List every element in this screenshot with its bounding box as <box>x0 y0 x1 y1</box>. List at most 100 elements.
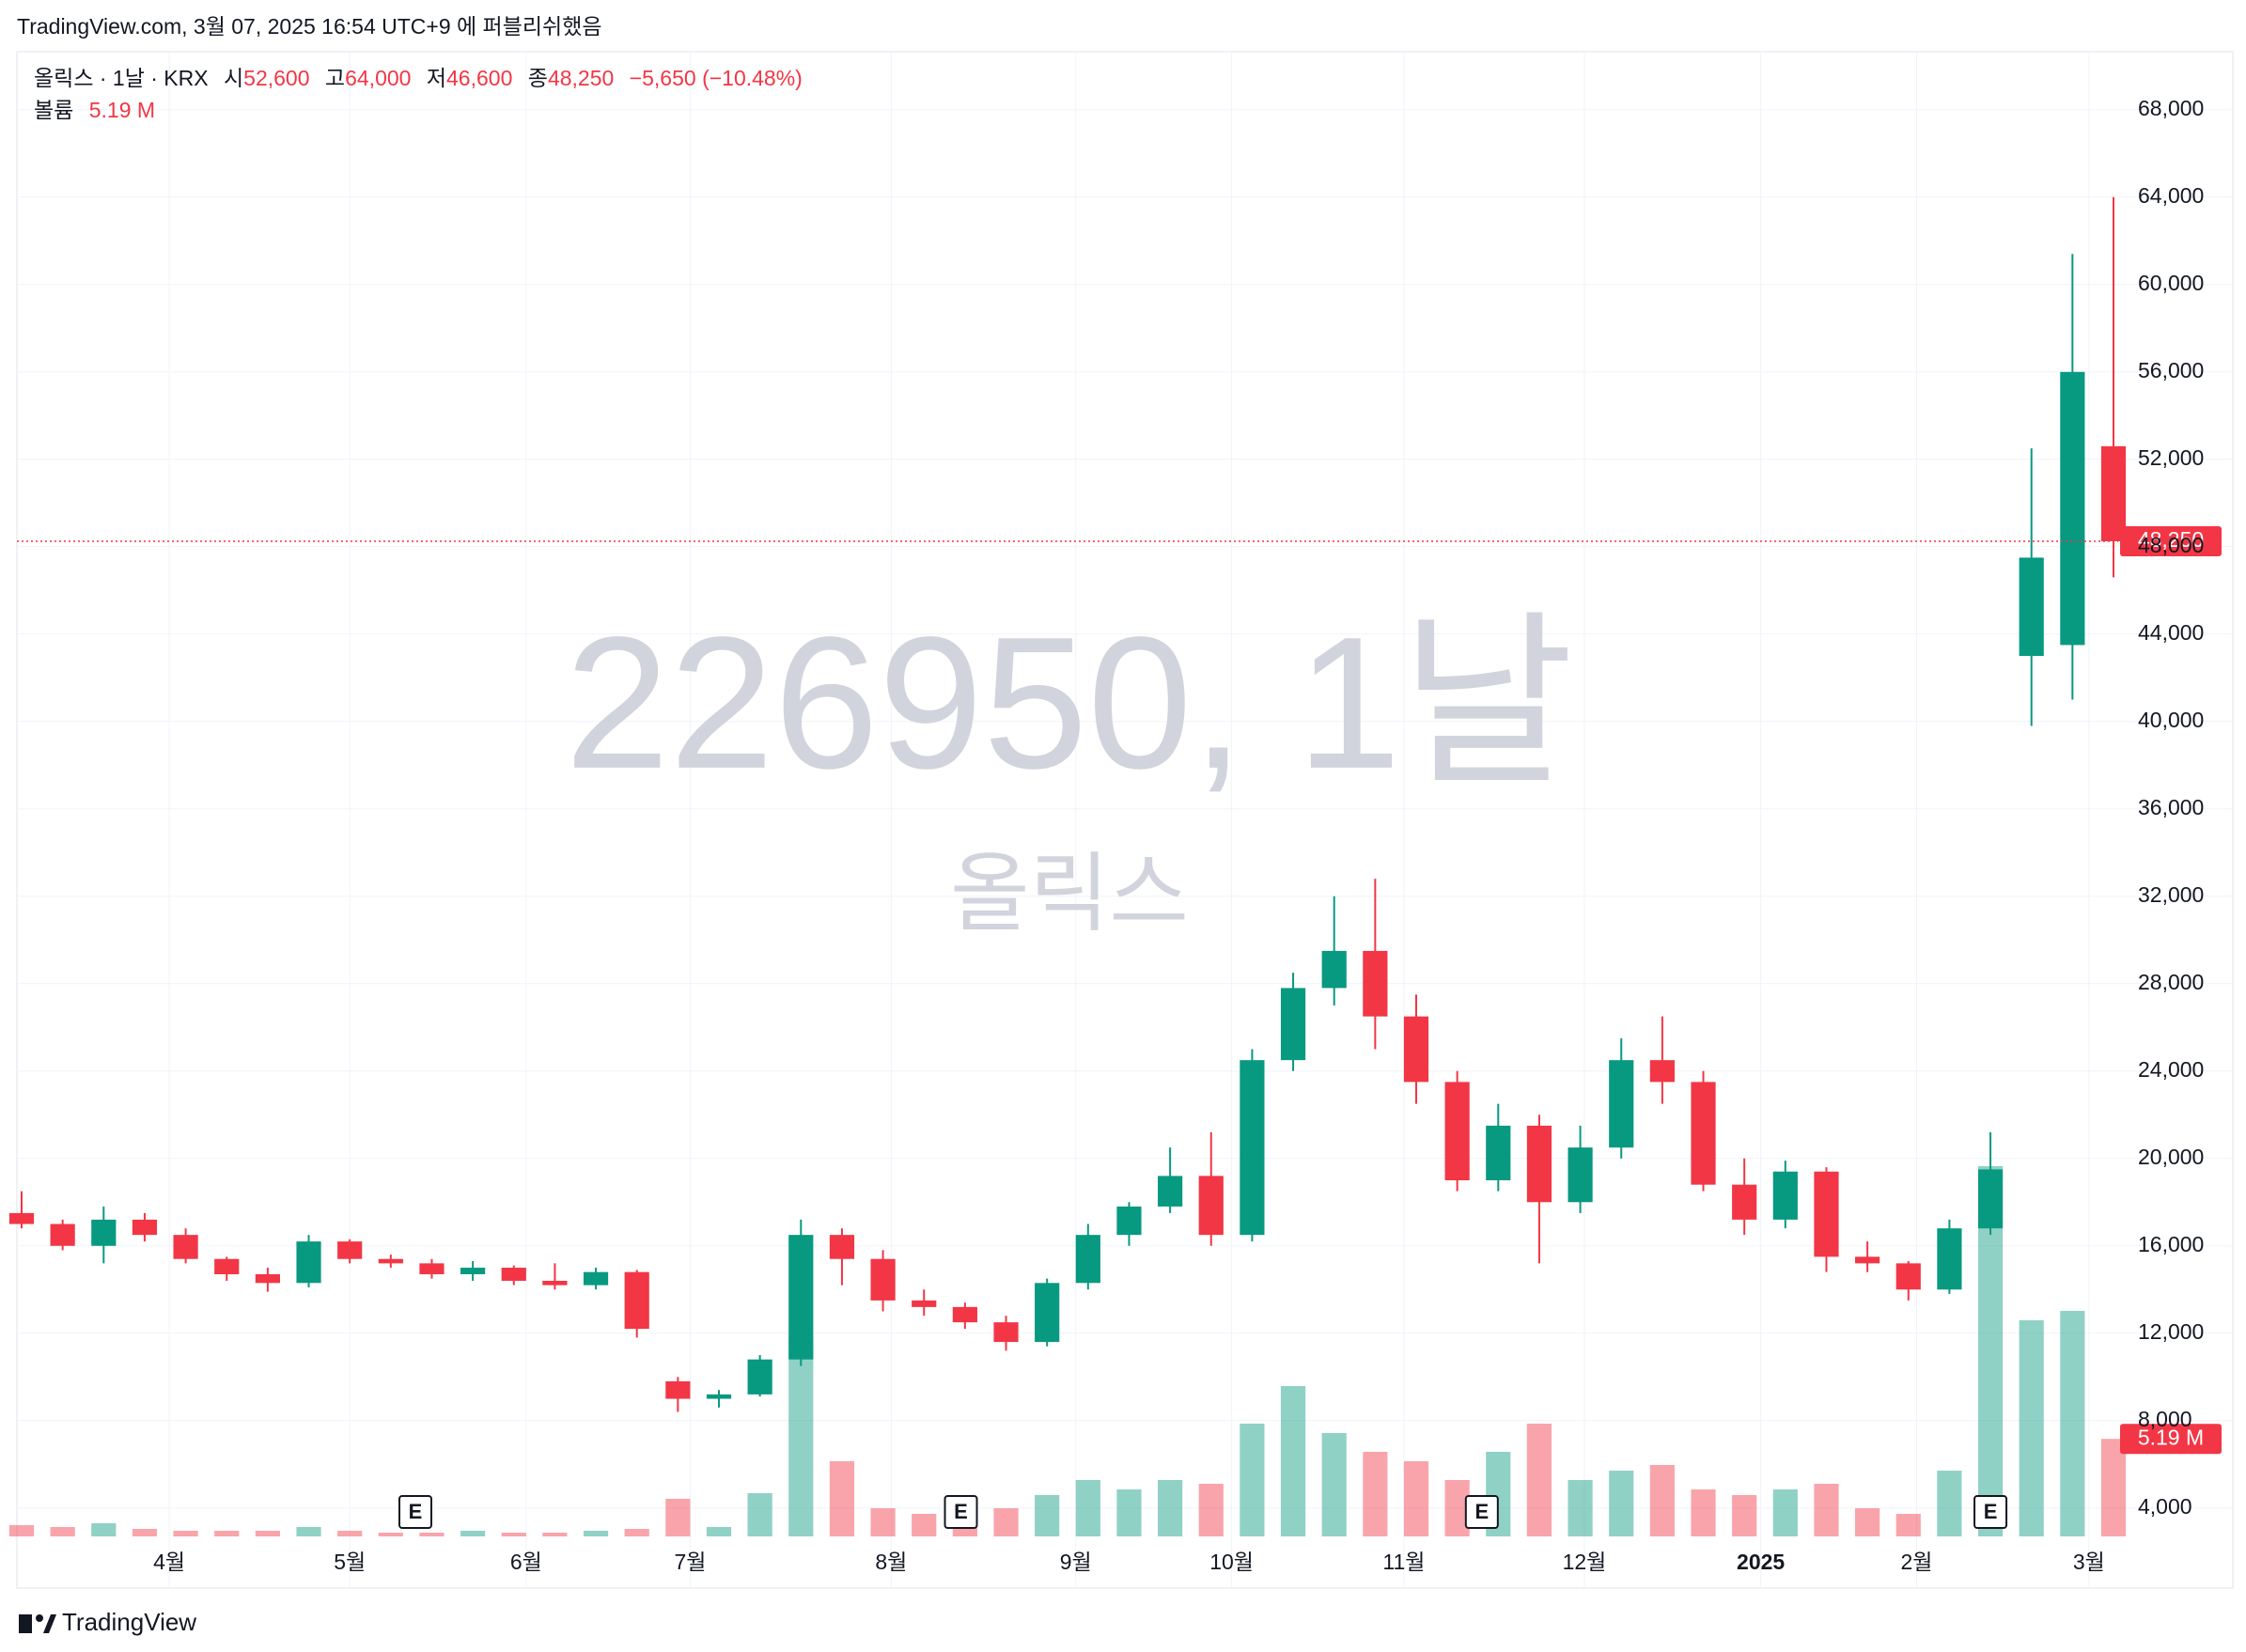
volume-bar <box>337 1531 363 1536</box>
volume-bar <box>214 1531 240 1536</box>
candle-body <box>1486 1125 1511 1181</box>
volume-bar <box>50 1527 75 1536</box>
volume-bar <box>1609 1471 1634 1536</box>
y-tick-label: 56,000 <box>2138 358 2204 382</box>
y-tick-label: 28,000 <box>2138 970 2204 994</box>
candle-body <box>1732 1184 1757 1220</box>
footer-brand: TradingView <box>62 1608 196 1636</box>
volume-bar <box>706 1527 732 1536</box>
candle-body <box>1855 1256 1880 1264</box>
event-label: E <box>1984 1500 1998 1523</box>
candle-body <box>952 1306 977 1323</box>
volume-bar <box>1240 1424 1265 1536</box>
x-tick-label: 8월 <box>875 1550 907 1574</box>
candle-body <box>255 1274 280 1284</box>
x-tick-label: 9월 <box>1060 1550 1092 1574</box>
candle-body <box>665 1380 691 1399</box>
y-tick-label: 32,000 <box>2138 882 2204 907</box>
change-value: −5,650 (−10.48%) <box>630 66 803 90</box>
x-tick-label: 2월 <box>1901 1550 1933 1574</box>
high-label: 고 <box>325 66 345 90</box>
symbol: 올릭스 · 1날 · KRX <box>34 66 209 90</box>
volume-bar <box>1280 1386 1306 1536</box>
candle-body <box>2100 445 2127 541</box>
candle-body <box>132 1219 158 1236</box>
watermark: 226950, 1날 <box>565 599 1574 808</box>
candle-body <box>1772 1171 1798 1220</box>
watermark-name: 올릭스 <box>950 846 1189 942</box>
volume-bar <box>993 1508 1019 1536</box>
y-tick-label: 60,000 <box>2138 271 2204 295</box>
x-tick-label: 7월 <box>674 1550 706 1574</box>
close-value: 48,250 <box>548 66 614 90</box>
volume-bar <box>1321 1433 1347 1536</box>
volume-bar <box>1772 1489 1798 1536</box>
candle-body <box>1035 1283 1060 1343</box>
candle-body <box>788 1235 814 1360</box>
candle-body <box>337 1241 363 1259</box>
candle-body <box>747 1359 772 1395</box>
event-marker <box>1973 1495 2008 1529</box>
volume-bar <box>173 1531 198 1536</box>
x-tick-label: 5월 <box>334 1550 366 1574</box>
candle-body <box>1158 1176 1183 1207</box>
volume-bar <box>583 1531 609 1536</box>
volume-bar <box>788 1339 814 1536</box>
candle-body <box>1977 1169 2004 1229</box>
candle-body <box>1444 1082 1470 1181</box>
candle-body <box>1116 1206 1142 1236</box>
y-tick-label: 52,000 <box>2138 445 2204 470</box>
event-label: E <box>409 1500 423 1523</box>
event-marker <box>1464 1495 1499 1529</box>
volume-bar <box>1649 1465 1675 1536</box>
candle-body <box>378 1258 403 1264</box>
candle-body <box>1075 1235 1100 1284</box>
volume-bar <box>1732 1495 1757 1536</box>
volume-bar <box>378 1533 403 1536</box>
candle-layer <box>8 196 2127 1412</box>
volume-bar <box>1075 1480 1100 1536</box>
x-tick-label: 12월 <box>1563 1550 1607 1574</box>
volume-bar <box>912 1514 937 1536</box>
candle-body <box>1526 1125 1552 1203</box>
candle-body <box>1814 1171 1839 1257</box>
y-tick-label: 24,000 <box>2138 1057 2204 1082</box>
candle-body <box>1363 950 1388 1017</box>
volume-bar <box>2100 1439 2127 1536</box>
volume-bar <box>624 1529 649 1536</box>
volume-bar <box>829 1461 855 1536</box>
candle-body <box>1895 1263 1921 1290</box>
footer-logo: TradingView <box>19 1608 196 1636</box>
volume-bar <box>2019 1320 2044 1536</box>
volume-bar <box>1158 1480 1183 1536</box>
volume-bar <box>419 1533 445 1536</box>
volume-bar <box>1814 1484 1839 1536</box>
y-tick-label: 40,000 <box>2138 708 2204 732</box>
price-tag-label: 48,250 <box>2138 527 2204 552</box>
price-tag <box>2120 525 2222 556</box>
volume-bar <box>1691 1489 1716 1536</box>
candle-body <box>583 1271 609 1286</box>
candle-body <box>1568 1147 1593 1203</box>
candle-body <box>706 1394 732 1399</box>
volume-tag <box>2120 1424 2222 1455</box>
candle-body <box>624 1271 649 1330</box>
candle-body <box>1280 988 1306 1061</box>
volume-bar <box>460 1531 486 1536</box>
volume-bar <box>1937 1471 1962 1536</box>
candle-body <box>1649 1060 1675 1083</box>
high-value: 64,000 <box>345 66 411 90</box>
candle-body <box>2060 371 2085 646</box>
volume-bar <box>870 1508 896 1536</box>
low-value: 46,600 <box>446 66 512 90</box>
volume-bar <box>665 1499 691 1536</box>
volume-bar <box>132 1529 158 1536</box>
open-value: 52,600 <box>243 66 309 90</box>
event-marker <box>944 1495 978 1529</box>
candle-body <box>542 1280 568 1286</box>
y-tick-label: 68,000 <box>2138 96 2204 120</box>
y-tick-label: 44,000 <box>2138 620 2204 645</box>
volume-bar <box>1198 1484 1224 1536</box>
logo-mark <box>43 1614 56 1633</box>
